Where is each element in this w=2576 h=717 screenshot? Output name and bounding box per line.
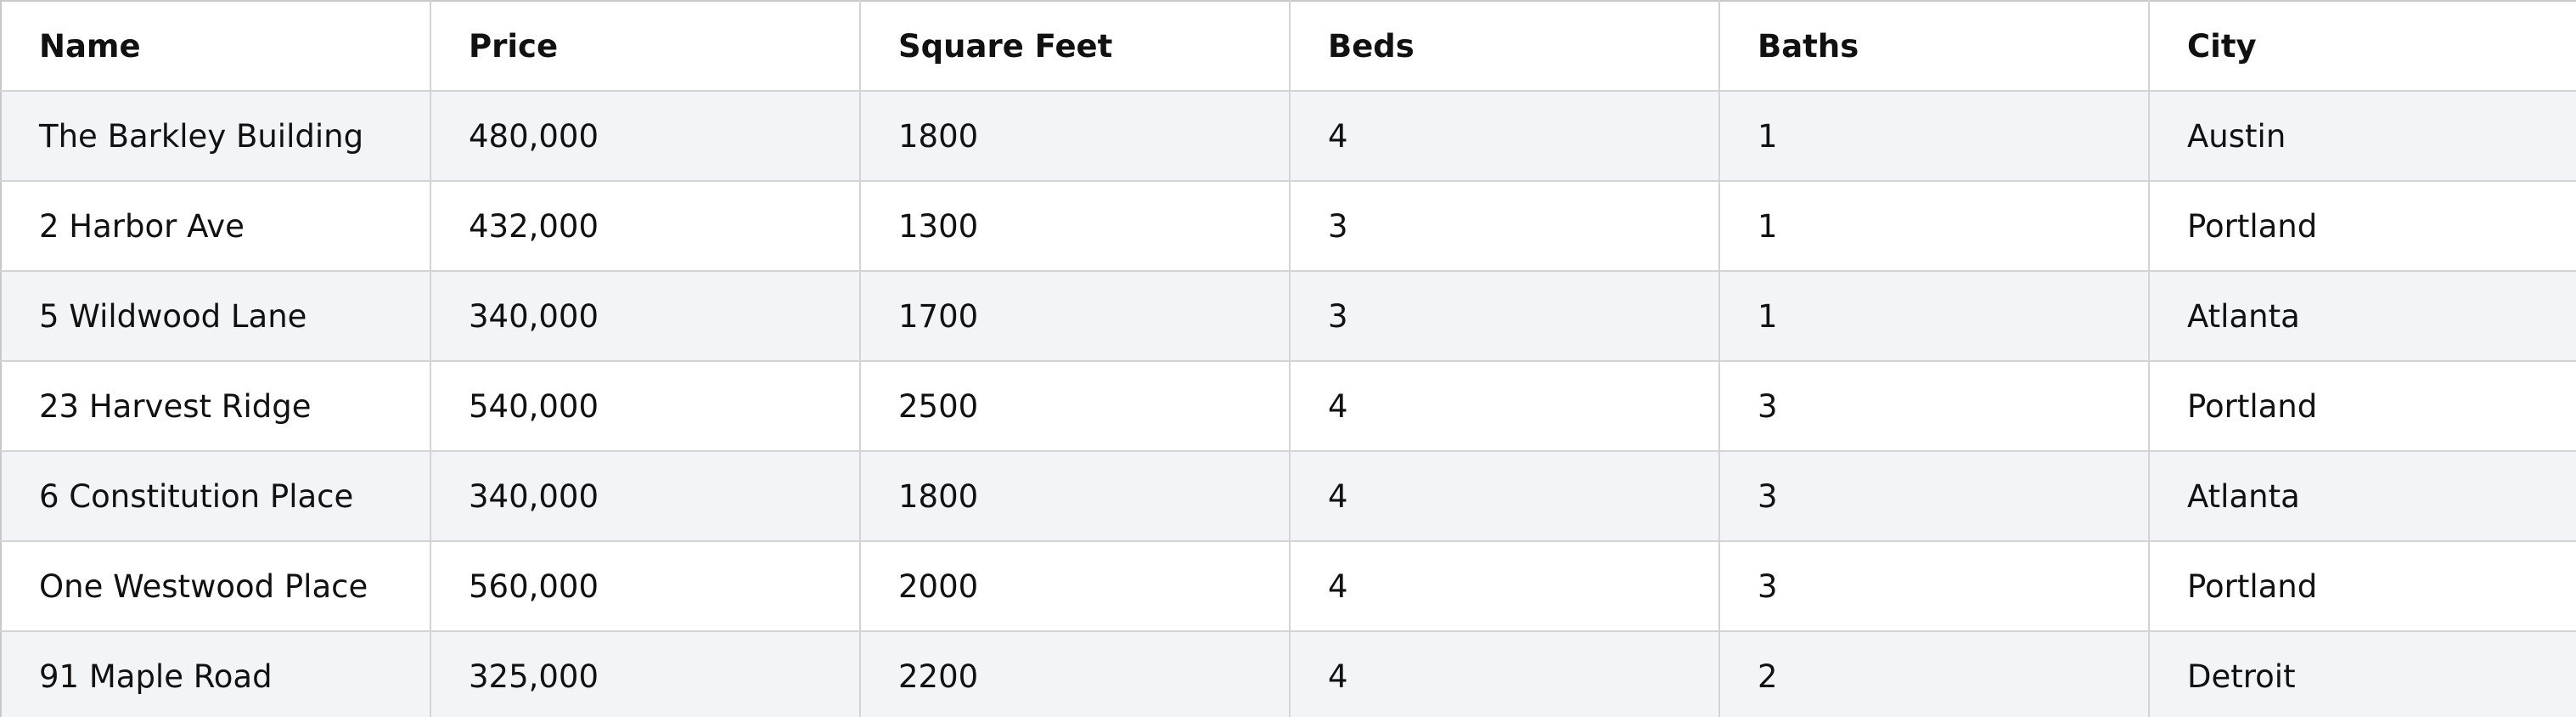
table-row[interactable]: The Barkley Building 480,000 1800 4 1 Au…: [0, 90, 2576, 182]
cell-name: One Westwood Place: [0, 540, 431, 632]
column-header-city[interactable]: City: [2148, 0, 2576, 92]
cell-name: 23 Harvest Ridge: [0, 360, 431, 452]
cell-baths: 1: [1718, 90, 2150, 182]
cell-name: 6 Constitution Place: [0, 450, 431, 542]
table-row[interactable]: One Westwood Place 560,000 2000 4 3 Port…: [0, 540, 2576, 632]
cell-square-feet: 1300: [859, 180, 1291, 272]
table-row[interactable]: 23 Harvest Ridge 540,000 2500 4 3 Portla…: [0, 360, 2576, 452]
table-row[interactable]: 91 Maple Road 325,000 2200 4 2 Detroit: [0, 630, 2576, 717]
cell-square-feet: 1800: [859, 450, 1291, 542]
column-header-square-feet[interactable]: Square Feet: [859, 0, 1291, 92]
column-header-price[interactable]: Price: [430, 0, 861, 92]
cell-price: 340,000: [430, 450, 861, 542]
cell-price: 325,000: [430, 630, 861, 717]
cell-city: Austin: [2148, 90, 2576, 182]
cell-beds: 4: [1289, 450, 1720, 542]
cell-square-feet: 2000: [859, 540, 1291, 632]
cell-beds: 3: [1289, 270, 1720, 362]
cell-square-feet: 1700: [859, 270, 1291, 362]
cell-square-feet: 1800: [859, 90, 1291, 182]
cell-name: 2 Harbor Ave: [0, 180, 431, 272]
cell-name: 91 Maple Road: [0, 630, 431, 717]
cell-baths: 1: [1718, 270, 2150, 362]
table-body: The Barkley Building 480,000 1800 4 1 Au…: [0, 90, 2576, 717]
cell-price: 540,000: [430, 360, 861, 452]
cell-beds: 4: [1289, 90, 1720, 182]
cell-price: 480,000: [430, 90, 861, 182]
table-header: Name Price Square Feet Beds Baths City: [0, 0, 2576, 92]
cell-baths: 2: [1718, 630, 2150, 717]
cell-city: Atlanta: [2148, 270, 2576, 362]
column-header-beds[interactable]: Beds: [1289, 0, 1720, 92]
cell-price: 432,000: [430, 180, 861, 272]
cell-beds: 4: [1289, 360, 1720, 452]
cell-square-feet: 2500: [859, 360, 1291, 452]
cell-baths: 3: [1718, 540, 2150, 632]
cell-price: 560,000: [430, 540, 861, 632]
column-header-name[interactable]: Name: [0, 0, 431, 92]
cell-baths: 3: [1718, 360, 2150, 452]
cell-city: Detroit: [2148, 630, 2576, 717]
cell-name: 5 Wildwood Lane: [0, 270, 431, 362]
cell-baths: 3: [1718, 450, 2150, 542]
cell-square-feet: 2200: [859, 630, 1291, 717]
cell-beds: 3: [1289, 180, 1720, 272]
cell-price: 340,000: [430, 270, 861, 362]
cell-name: The Barkley Building: [0, 90, 431, 182]
column-header-baths[interactable]: Baths: [1718, 0, 2150, 92]
cell-beds: 4: [1289, 630, 1720, 717]
cell-baths: 1: [1718, 180, 2150, 272]
table-row[interactable]: 2 Harbor Ave 432,000 1300 3 1 Portland: [0, 180, 2576, 272]
cell-city: Portland: [2148, 180, 2576, 272]
table-row[interactable]: 5 Wildwood Lane 340,000 1700 3 1 Atlanta: [0, 270, 2576, 362]
cell-city: Portland: [2148, 540, 2576, 632]
table-row[interactable]: 6 Constitution Place 340,000 1800 4 3 At…: [0, 450, 2576, 542]
cell-city: Portland: [2148, 360, 2576, 452]
cell-city: Atlanta: [2148, 450, 2576, 542]
cell-beds: 4: [1289, 540, 1720, 632]
header-row: Name Price Square Feet Beds Baths City: [0, 0, 2576, 92]
